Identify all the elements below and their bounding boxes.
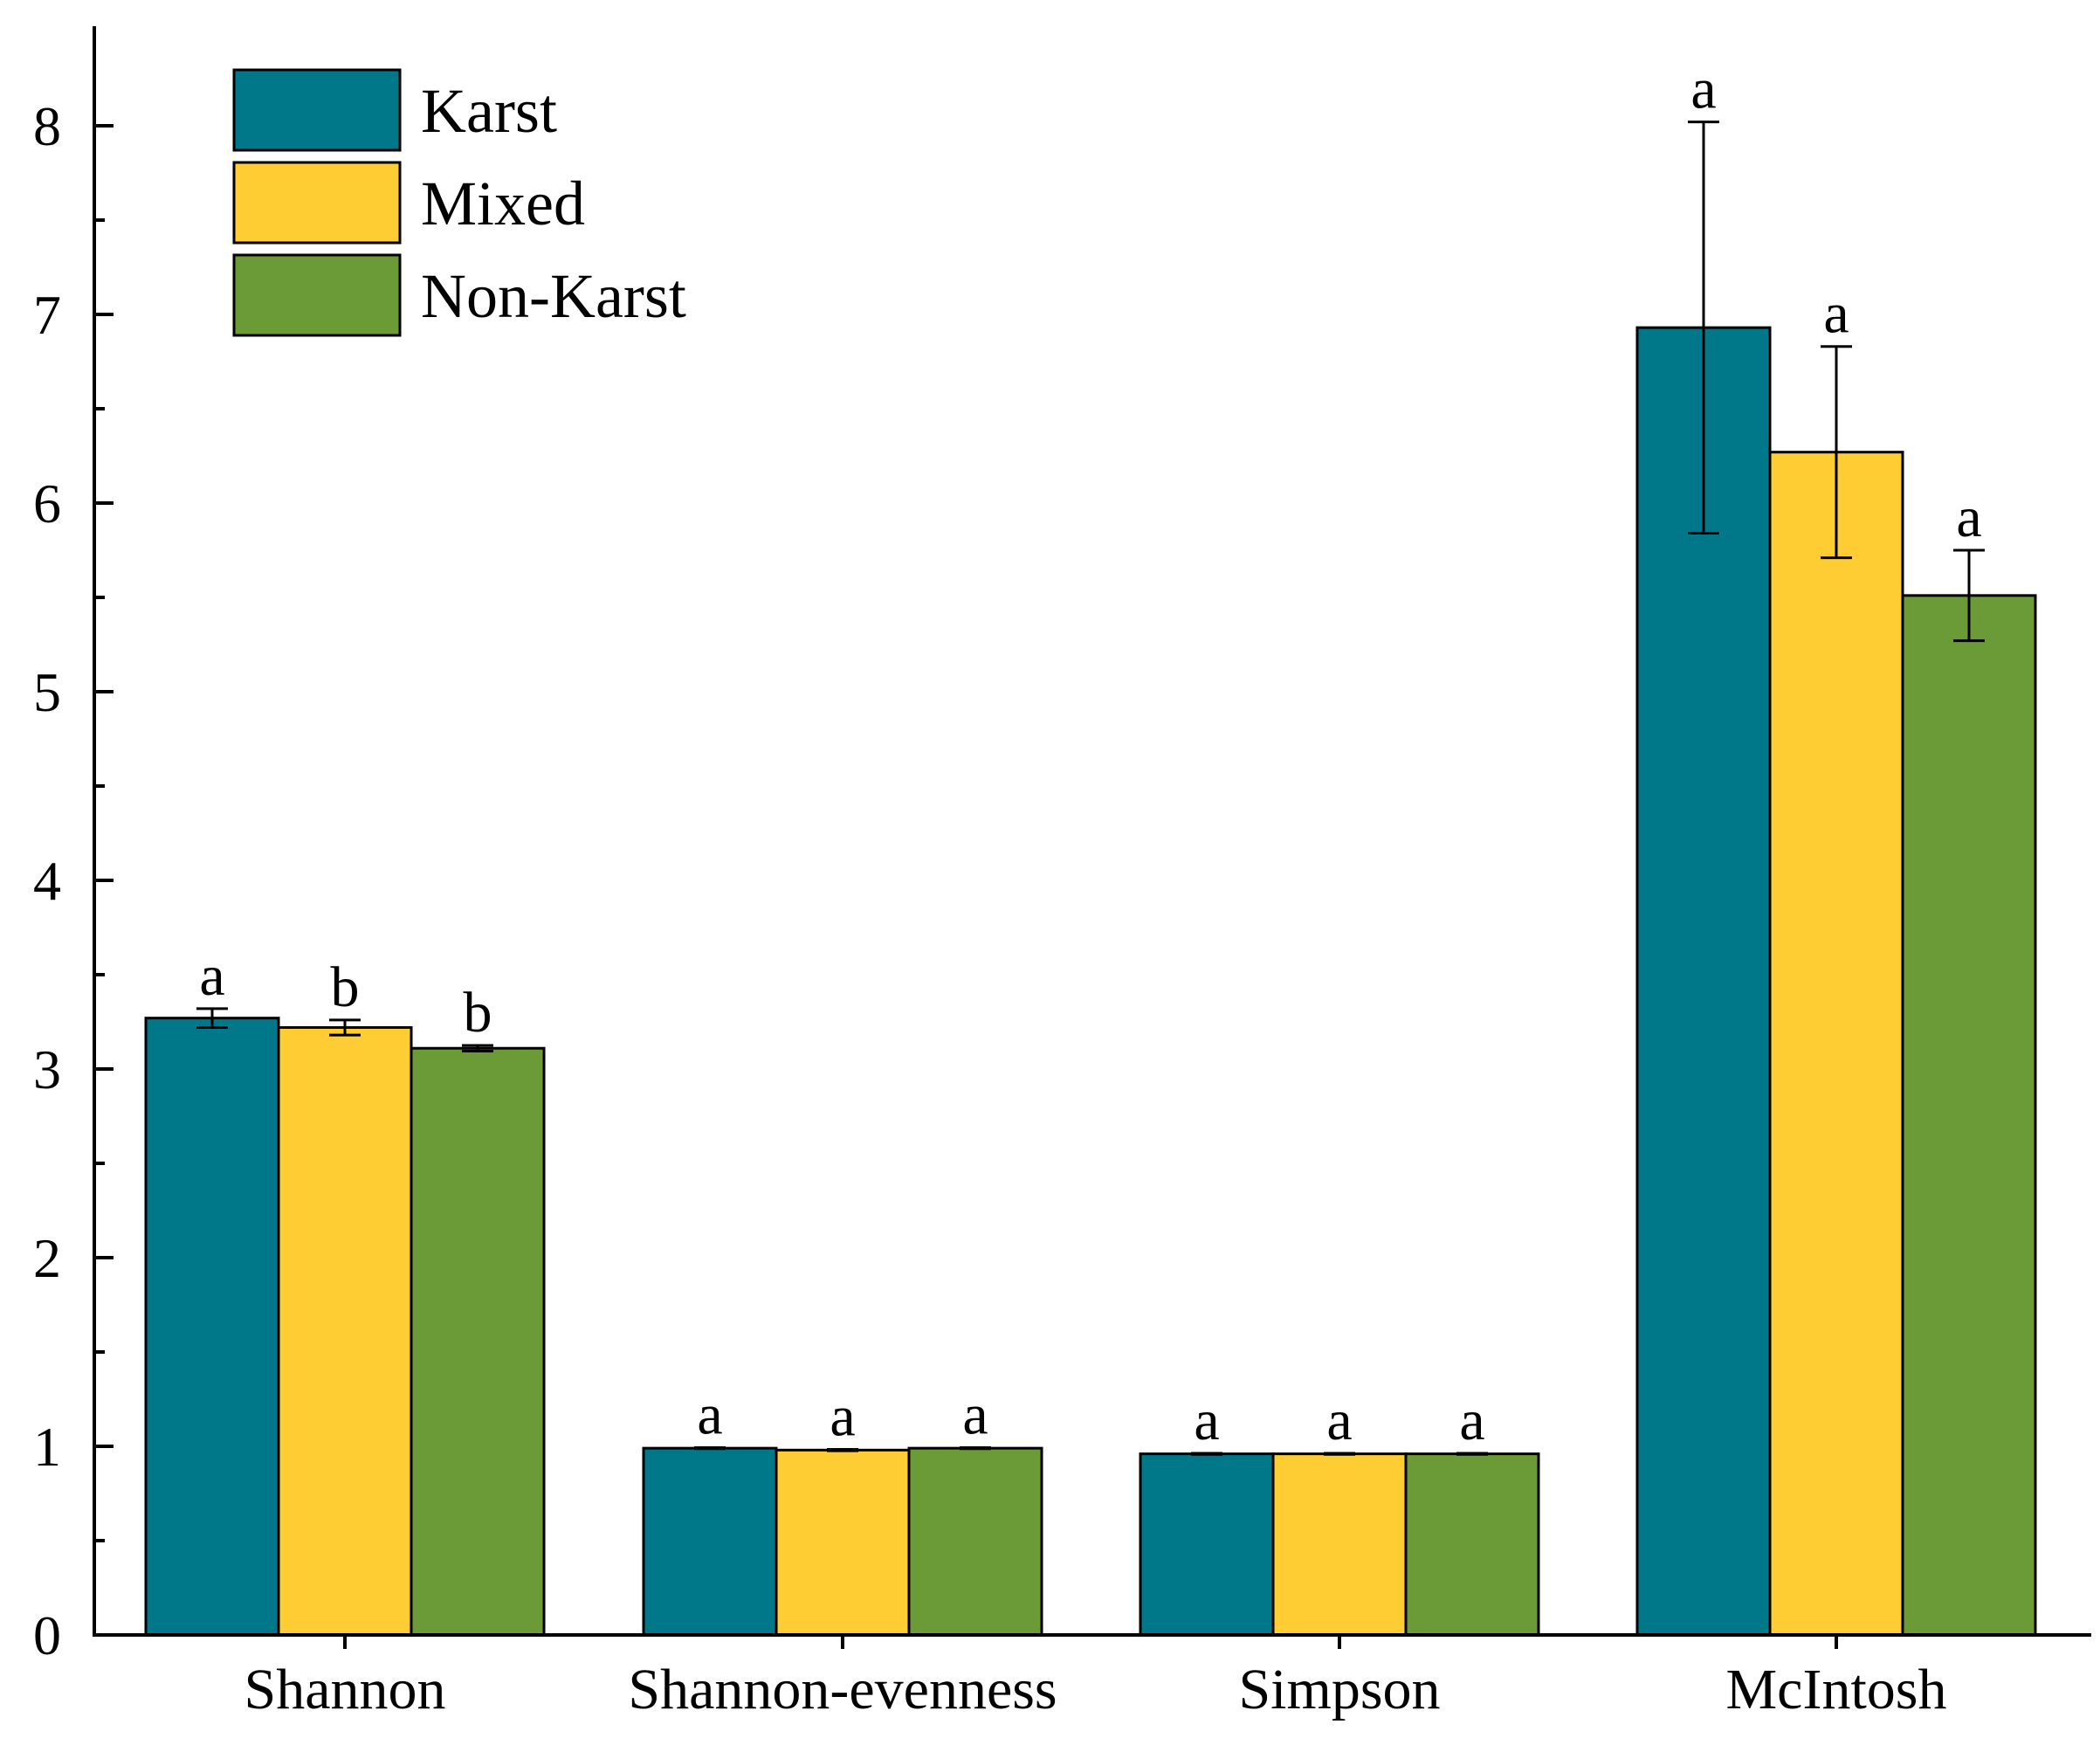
significance-label: b — [331, 955, 360, 1019]
significance-label: a — [830, 1384, 855, 1448]
x-axis: Shannon Shannon-evenness Simpson McIntosh — [93, 1633, 2091, 1721]
error-bars — [196, 121, 1985, 1456]
y-axis: 0 1 2 3 4 5 6 7 8 — [33, 26, 114, 1666]
significance-label: a — [1459, 1389, 1484, 1452]
bar-mixed-mcintosh — [1768, 451, 1904, 1637]
bar-karst-simpson — [1139, 1452, 1275, 1637]
y-tick-label: 4 — [33, 850, 61, 912]
y-tick-label: 0 — [33, 1604, 61, 1666]
y-tick-label: 7 — [33, 284, 61, 346]
significance-label: a — [199, 944, 224, 1008]
y-tick-label: 2 — [33, 1227, 61, 1289]
y-tick-label: 1 — [33, 1416, 61, 1478]
bar-mixed-shannon-evenness — [775, 1448, 911, 1637]
y-tick-label: 3 — [33, 1038, 61, 1100]
legend: Karst Mixed Non-Karst — [232, 68, 686, 337]
bars — [144, 326, 2037, 1637]
significance-label: a — [1194, 1389, 1219, 1452]
significance-label: b — [464, 981, 492, 1045]
bar-mixed-simpson — [1271, 1452, 1408, 1637]
significance-label: a — [1956, 486, 1981, 549]
bar-karst-shannon-evenness — [642, 1446, 778, 1637]
significance-labels: a b b a a a a a a a a a — [199, 58, 1981, 1452]
legend-swatch-non-karst — [232, 253, 402, 337]
y-tick-label: 5 — [33, 661, 61, 723]
significance-label: a — [962, 1383, 988, 1447]
x-tick-label: Shannon-evenness — [628, 1658, 1057, 1721]
bar-non-karst-mcintosh — [1901, 594, 2037, 1637]
significance-label: a — [1823, 282, 1849, 346]
legend-swatch-karst — [232, 68, 402, 152]
y-tick-label: 6 — [33, 472, 61, 535]
x-tick-label: Simpson — [1238, 1658, 1440, 1721]
legend-swatch-mixed — [232, 161, 402, 245]
bar-mixed-shannon — [277, 1025, 413, 1637]
x-tick-label: McIntosh — [1726, 1658, 1947, 1721]
legend-label: Mixed — [421, 169, 585, 238]
y-tick-label: 8 — [33, 95, 61, 157]
legend-label: Non-Karst — [421, 261, 686, 331]
bar-karst-shannon — [144, 1017, 280, 1637]
bar-non-karst-shannon-evenness — [907, 1446, 1043, 1637]
significance-label: a — [1326, 1389, 1352, 1452]
bar-non-karst-simpson — [1404, 1452, 1540, 1637]
significance-label: a — [697, 1383, 722, 1447]
bar-non-karst-shannon — [410, 1046, 546, 1637]
significance-label: a — [1690, 58, 1716, 121]
legend-label: Karst — [421, 76, 557, 146]
x-tick-label: Shannon — [244, 1658, 446, 1721]
